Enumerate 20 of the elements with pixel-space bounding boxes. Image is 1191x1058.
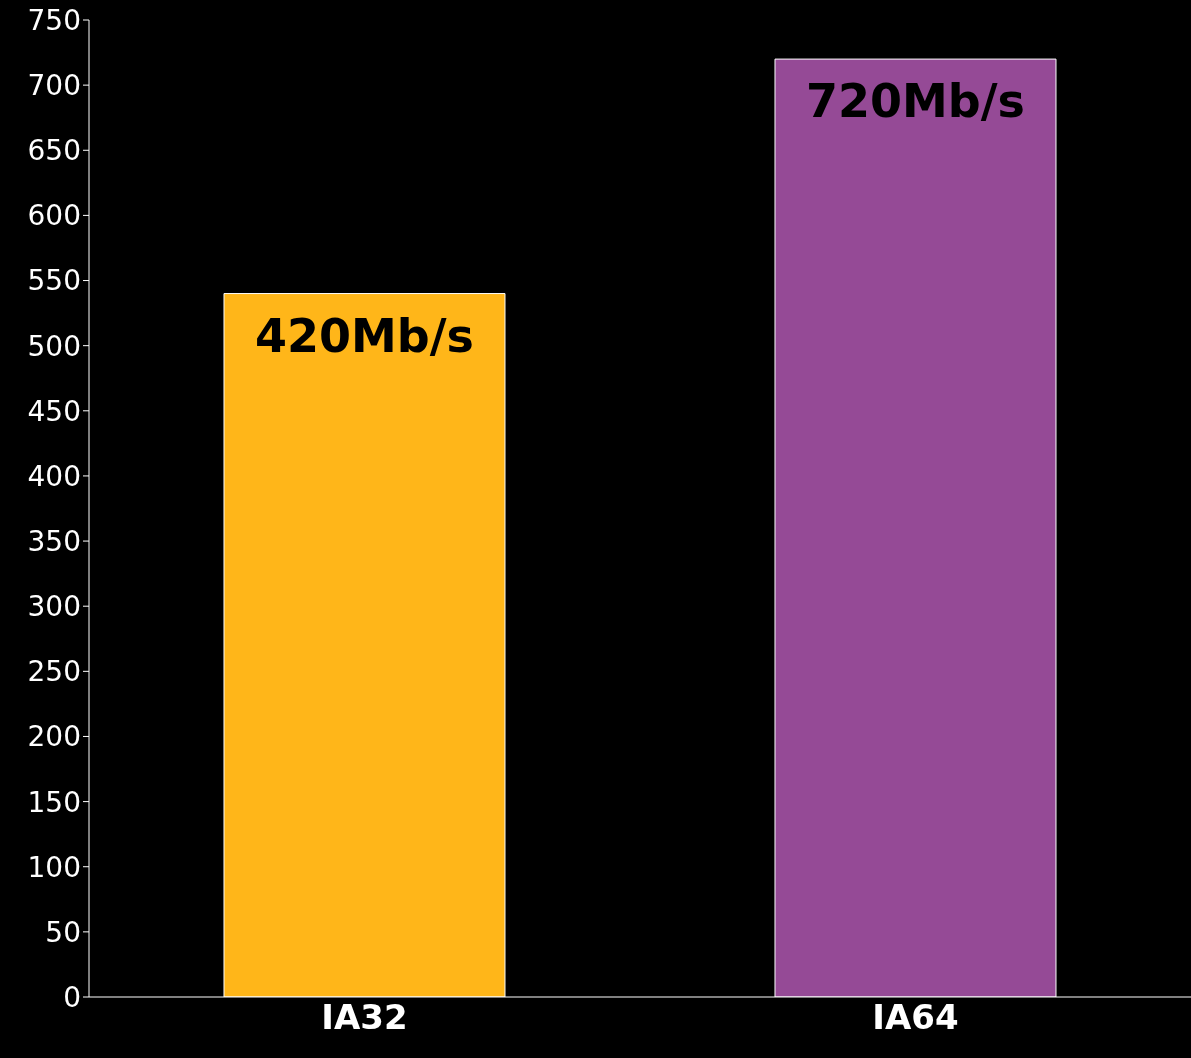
y-tick-label: 400 [27, 459, 81, 493]
y-tick-label: 300 [27, 590, 81, 624]
x-tick-label: IA32 [321, 997, 408, 1038]
y-tick-label: 200 [27, 720, 81, 754]
y-tick-label: 500 [27, 329, 81, 363]
y-tick-label: 700 [27, 69, 81, 103]
y-tick-label: 750 [27, 3, 81, 37]
y-tick-label: 50 [45, 915, 81, 949]
y-tick-label: 250 [27, 655, 81, 689]
y-tick-label: 100 [27, 850, 81, 884]
y-tick-label: 600 [27, 199, 81, 233]
y-tick-label: 0 [63, 980, 81, 1014]
y-tick-label: 450 [27, 394, 81, 428]
y-tick-label: 650 [27, 134, 81, 168]
y-tick-label: 350 [27, 525, 81, 559]
annotation: 720Mb/s [806, 74, 1025, 129]
y-tick-label: 150 [27, 785, 81, 819]
annotation: 420Mb/s [255, 308, 474, 363]
x-tick-label: IA64 [872, 997, 959, 1038]
y-tick-label: 550 [27, 264, 81, 298]
